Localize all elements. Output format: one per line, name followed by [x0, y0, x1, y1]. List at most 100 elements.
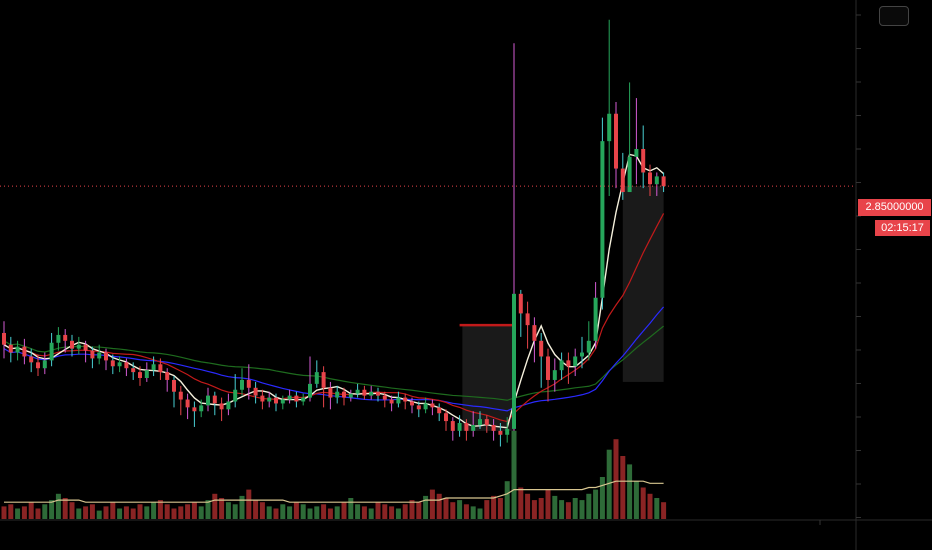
candle-body: [430, 403, 435, 408]
volume-bar: [144, 506, 150, 519]
volume-bar: [89, 504, 95, 519]
volume-bar: [110, 502, 116, 519]
volume-bar: [232, 504, 238, 519]
volume-bar: [341, 502, 347, 519]
volume-bar: [314, 506, 320, 519]
volume-bar: [409, 500, 415, 519]
volume-bar: [661, 502, 667, 519]
ma-fast-line: [3, 153, 665, 429]
candle-body: [607, 113, 612, 142]
volume-bar: [219, 498, 225, 519]
candle-body: [342, 391, 346, 398]
candle-body: [410, 401, 414, 406]
volume-bar: [559, 500, 565, 519]
candle-body: [416, 405, 421, 410]
candle-body: [321, 372, 326, 388]
candle-body: [158, 364, 163, 373]
candle-body: [457, 423, 462, 431]
volume-bar: [654, 498, 660, 519]
candle-body: [199, 405, 204, 412]
volume-bar: [620, 456, 626, 519]
candle-body: [362, 389, 367, 396]
candle-body: [144, 370, 149, 378]
candle-body: [525, 313, 530, 326]
candle-body: [301, 397, 306, 402]
volume-bar: [130, 508, 136, 519]
candle-body: [36, 362, 40, 369]
volume-bar: [402, 504, 408, 519]
volume-bar: [62, 498, 68, 519]
candle-body: [355, 389, 360, 394]
volume-bar: [198, 506, 204, 519]
candle-body: [634, 148, 639, 157]
volume-bar: [382, 504, 388, 519]
candle-body: [131, 368, 136, 373]
candle-body: [437, 407, 442, 414]
volume-bar: [1, 506, 7, 519]
volume-bar: [423, 495, 429, 519]
candle-body: [505, 428, 510, 435]
candle-body: [641, 148, 646, 173]
volume-bar: [191, 502, 197, 519]
candle-body: [546, 356, 550, 380]
volume-bar: [572, 498, 578, 519]
candle-body: [274, 397, 278, 404]
scale-toggle-button[interactable]: [879, 6, 909, 26]
volume-bar: [647, 493, 653, 519]
candle-body: [22, 346, 27, 357]
candle-body: [233, 389, 238, 402]
volume-bar: [83, 506, 89, 519]
candle-body: [573, 356, 578, 367]
candle-body: [15, 346, 20, 353]
candle-body: [104, 352, 108, 361]
candle-body: [593, 297, 598, 341]
volume-bar: [518, 487, 524, 519]
candle-body: [172, 379, 176, 392]
candle-body: [376, 391, 380, 396]
candle-body: [450, 421, 455, 431]
volume-bar: [375, 502, 381, 519]
volume-bar: [103, 506, 109, 519]
volume-bar: [28, 502, 34, 519]
candle-countdown-label: 02:15:17: [875, 220, 930, 236]
volume-bar: [35, 508, 41, 519]
range-box: [462, 325, 514, 431]
volume-bar: [593, 489, 599, 519]
candle-body: [110, 360, 115, 367]
candle-body: [620, 168, 625, 193]
candle-body: [260, 395, 265, 402]
volume-bar: [429, 489, 435, 519]
candle-body: [382, 395, 387, 400]
candle-body: [49, 342, 54, 361]
volume-bar: [205, 500, 211, 519]
candle-body: [29, 356, 34, 363]
candle-body: [403, 397, 408, 402]
range-box: [622, 186, 664, 382]
ma-blue-line: [3, 306, 665, 412]
volume-bar: [579, 500, 585, 519]
candle-body: [552, 370, 557, 380]
volume-bar: [266, 506, 272, 519]
volume-bar: [565, 502, 571, 519]
volume-bar: [76, 508, 82, 519]
candle-body: [444, 413, 448, 422]
volume-bar: [463, 504, 469, 519]
volume-bar: [42, 504, 48, 519]
volume-bar: [307, 508, 313, 519]
volume-bar: [450, 502, 456, 519]
candle-body: [580, 352, 584, 357]
volume-bar: [15, 508, 21, 519]
volume-bar: [613, 439, 619, 519]
volume-bar: [491, 495, 497, 519]
candle-body: [206, 395, 210, 406]
candle-body: [586, 340, 591, 353]
candle-body: [600, 141, 605, 298]
candle-body: [518, 293, 523, 314]
volume-ma-line: [4, 480, 664, 503]
volume-bar: [137, 504, 143, 519]
volume-bar: [225, 502, 231, 519]
volume-bar: [273, 508, 279, 519]
candle-body: [185, 399, 190, 408]
candle-body: [389, 399, 394, 404]
